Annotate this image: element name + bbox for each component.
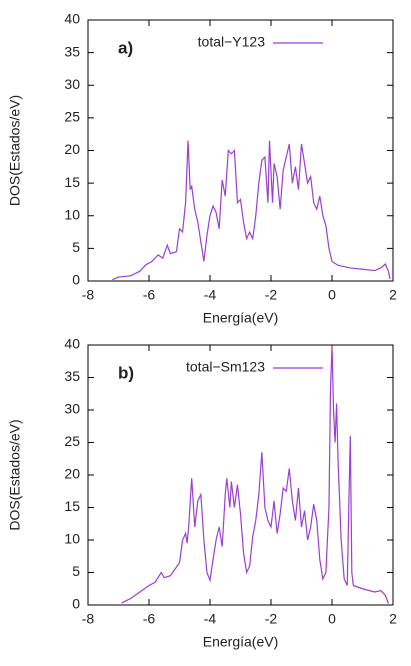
x-axis-label: Energía(eV) <box>203 634 278 650</box>
panel-label: b) <box>118 363 134 382</box>
y-tick-label: 15 <box>64 174 80 190</box>
x-tick-label: -6 <box>143 611 156 627</box>
plot-frame <box>87 19 394 282</box>
x-tick-label: -8 <box>82 611 95 627</box>
y-tick-label: 35 <box>64 43 80 59</box>
x-tick-label: -4 <box>204 287 217 303</box>
x-axis-label: Energía(eV) <box>203 310 278 326</box>
y-tick-label: 30 <box>64 401 80 417</box>
y-tick-label: 40 <box>64 336 80 352</box>
x-tick-label: 2 <box>389 287 397 303</box>
plot-frame <box>87 344 394 606</box>
legend-label: total−Y123 <box>198 34 266 50</box>
dos-line <box>121 344 389 604</box>
y-tick-label: 35 <box>64 368 80 384</box>
y-tick-label: 0 <box>72 272 80 288</box>
x-tick-label: -2 <box>265 611 278 627</box>
y-tick-label: 25 <box>64 109 80 125</box>
panel: 0 5 10 15 20 25 30 35 40 -8 -6 -4 -2 0 2 a) total−Y123 En… <box>7 11 397 326</box>
y-tick-label: 20 <box>64 141 80 157</box>
x-tick-label: -4 <box>204 611 217 627</box>
y-axis-label: DOS(Estados/eV) <box>7 95 23 206</box>
x-tick-label: 0 <box>328 611 336 627</box>
y-tick-label: 30 <box>64 76 80 92</box>
x-tick-label: 0 <box>328 287 336 303</box>
y-tick-label: 40 <box>64 11 80 27</box>
y-tick-label: 10 <box>64 206 80 222</box>
x-tick-label: -2 <box>265 287 278 303</box>
y-tick-label: 25 <box>64 433 80 449</box>
panel: 0 5 10 15 20 25 30 35 40 -8 -6 -4 -2 0 2 b) total−Sm123 E… <box>7 336 397 650</box>
x-tick-label: -8 <box>82 287 95 303</box>
y-tick-label: 5 <box>72 563 80 579</box>
y-axis-label: DOS(Estados/eV) <box>7 419 23 530</box>
x-tick-label: 2 <box>389 611 397 627</box>
panel-label: a) <box>118 38 133 57</box>
y-tick-label: 10 <box>64 531 80 547</box>
y-tick-label: 15 <box>64 498 80 514</box>
y-tick-label: 20 <box>64 466 80 482</box>
legend-label: total−Sm123 <box>186 359 265 375</box>
y-tick-label: 5 <box>72 239 80 255</box>
dos-line <box>112 140 391 281</box>
x-tick-label: -6 <box>143 287 156 303</box>
y-tick-label: 0 <box>72 596 80 612</box>
